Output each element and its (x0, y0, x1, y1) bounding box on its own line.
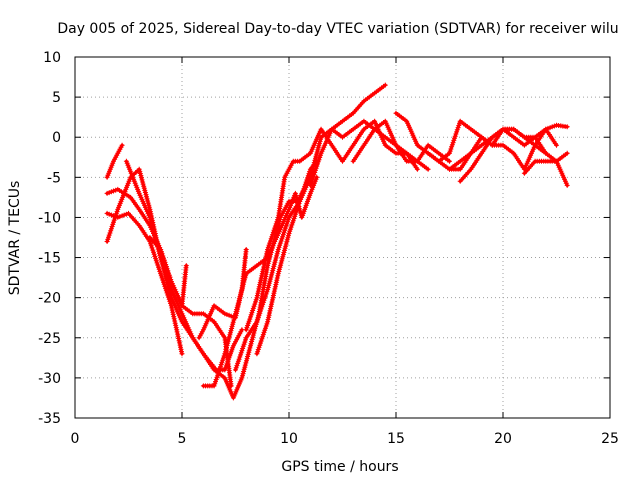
data-series (104, 210, 185, 357)
y-tick-label: -25 (38, 331, 61, 347)
series-markers (104, 142, 125, 180)
series-markers (521, 150, 570, 176)
series-markers (243, 118, 420, 333)
y-tick-label: -35 (38, 411, 61, 427)
chart-title: Day 005 of 2025, Sidereal Day-to-day VTE… (57, 21, 618, 37)
x-tick-label: 10 (280, 431, 298, 447)
y-axis-label: SDTVAR / TECUs (7, 181, 23, 296)
data-series (147, 235, 189, 309)
grid-lines (75, 57, 610, 418)
y-tick-label: 5 (52, 90, 61, 106)
data-series (104, 142, 125, 180)
data-series (447, 126, 559, 172)
x-axis-label: GPS time / hours (281, 459, 398, 475)
series-markers (200, 174, 320, 389)
series-markers (447, 126, 559, 172)
series-markers (254, 82, 388, 357)
y-tick-label: 10 (43, 50, 61, 66)
data-series (200, 174, 320, 389)
data-series (254, 82, 388, 357)
series-markers (147, 235, 189, 309)
x-tick-label: 15 (387, 431, 405, 447)
series-layer (104, 82, 570, 401)
x-tick-label: 20 (494, 431, 512, 447)
x-tick-label: 5 (178, 431, 187, 447)
y-tick-label: -5 (47, 170, 61, 186)
y-tick-label: -10 (38, 210, 61, 226)
data-series (521, 150, 570, 176)
plot-frame (74, 56, 611, 419)
series-markers (104, 210, 185, 357)
y-tick-label: 0 (52, 130, 61, 146)
x-tick-label: 25 (601, 431, 619, 447)
x-tick-label: 0 (71, 431, 80, 447)
axis-ticks: 0 5 10 15 20 25 10 5 0 -5 -10 -15 -20 -25 -30 -35 (38, 50, 619, 447)
y-tick-label: -30 (38, 371, 61, 387)
y-tick-label: -15 (38, 251, 61, 267)
y-tick-label: -20 (38, 291, 61, 307)
